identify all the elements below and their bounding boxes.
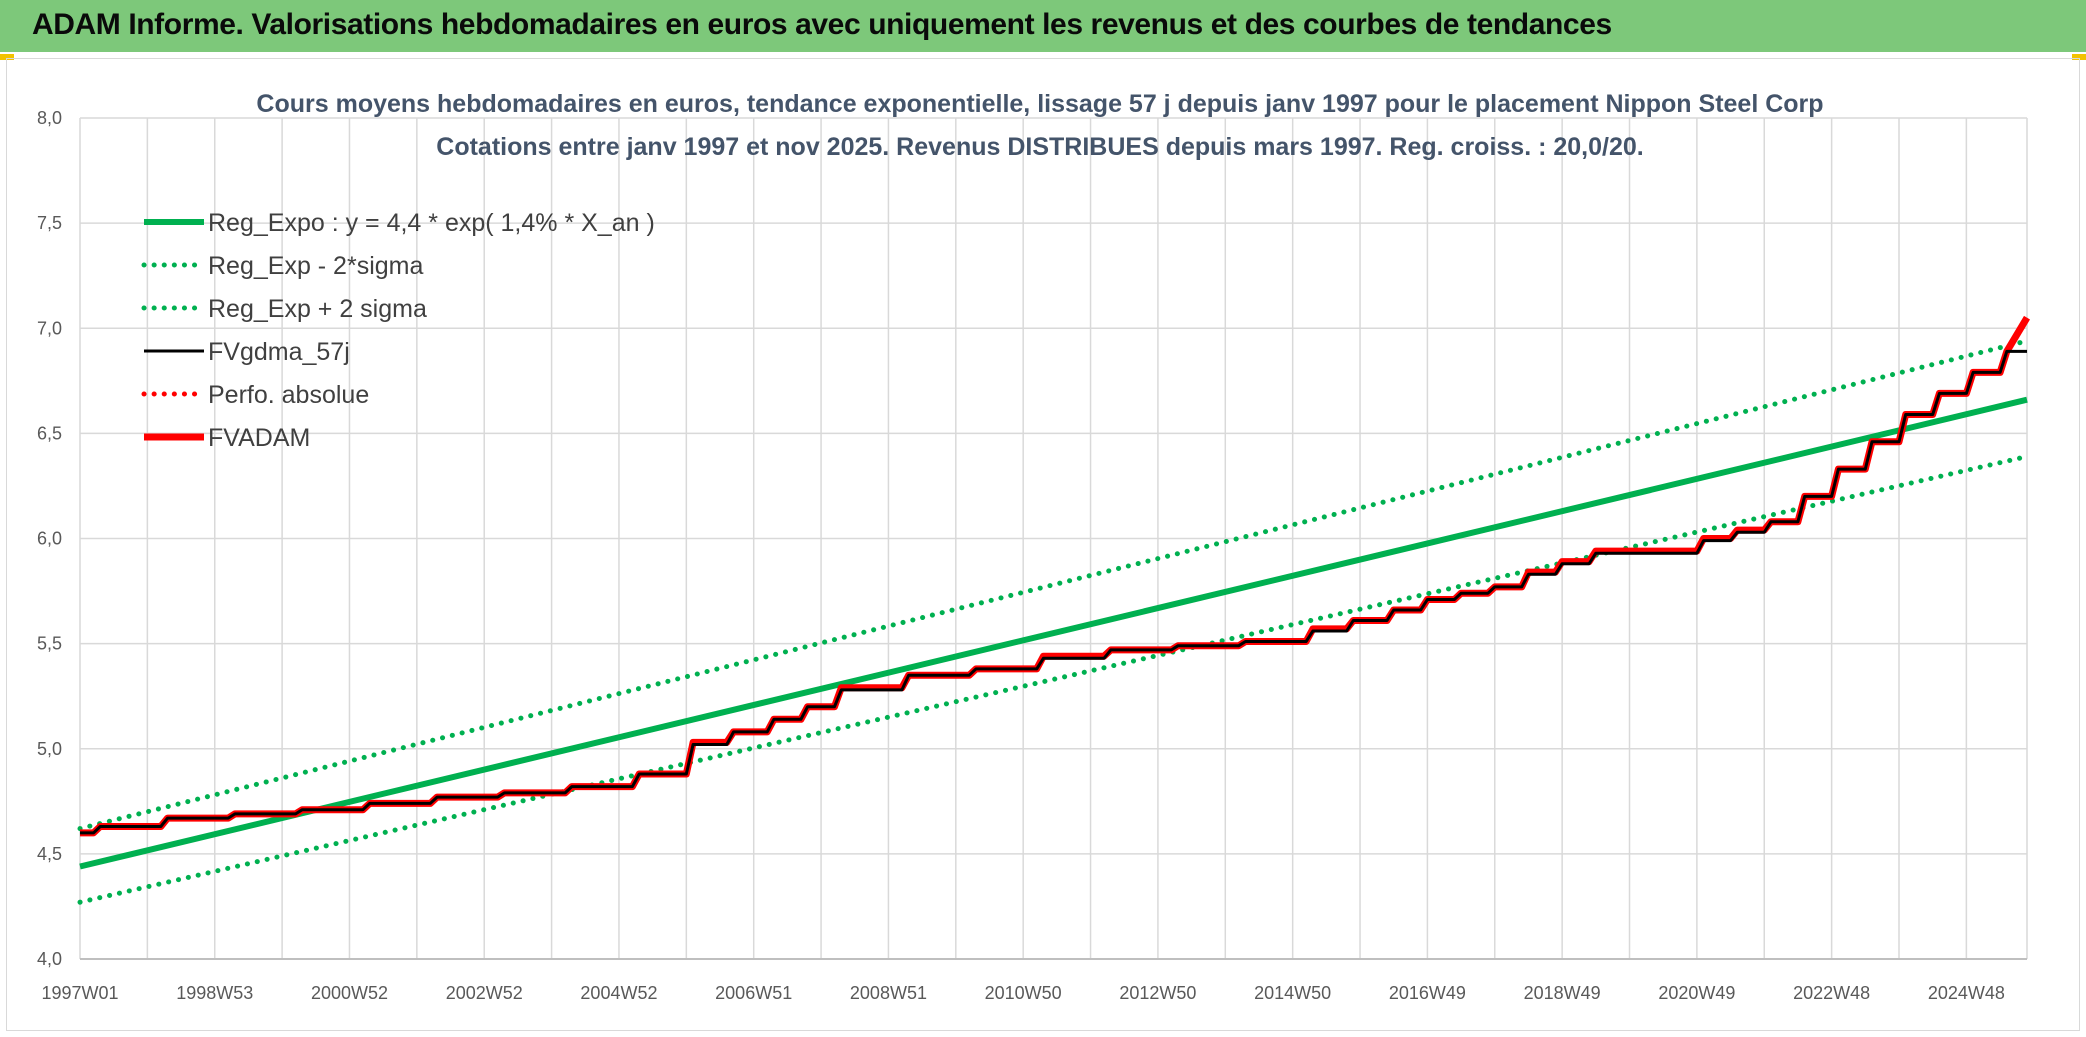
- y-tick-label: 5,5: [37, 634, 62, 654]
- y-tick-label: 8,0: [37, 108, 62, 128]
- x-tick-label: 2010W50: [985, 983, 1062, 1003]
- report-banner: ADAM Informe. Valorisations hebdomadaire…: [0, 0, 2086, 54]
- x-axis-ticks: 1997W01 1998W53 2000W52 2002W52 2004W52 2006W…: [41, 983, 2004, 1003]
- corner-mark-left: [0, 54, 14, 60]
- y-tick-label: 5,0: [37, 739, 62, 759]
- x-tick-label: 1997W01: [41, 983, 118, 1003]
- y-axis-ticks: 4,0 4,5 5,0 5,5 6,0 6,5 7,0 7,5 8,0: [37, 108, 62, 969]
- x-tick-label: 2002W52: [446, 983, 523, 1003]
- x-tick-label: 2000W52: [311, 983, 388, 1003]
- y-tick-label: 4,5: [37, 844, 62, 864]
- chart-subtitle: Cotations entre janv 1997 et nov 2025. R…: [436, 133, 1643, 161]
- x-tick-label: 2006W51: [715, 983, 792, 1003]
- series-line-3: [80, 349, 2027, 835]
- series-line-1: [77, 454, 2030, 905]
- x-tick-label: 2018W49: [1524, 983, 1601, 1003]
- y-tick-label: 6,0: [37, 529, 62, 549]
- chart-title: Cours moyens hebdomadaires en euros, ten…: [256, 90, 1823, 118]
- chart-frame: [6, 58, 2080, 1031]
- x-tick-label: 1998W53: [176, 983, 253, 1003]
- x-tick-label: 2014W50: [1254, 983, 1331, 1003]
- grid-layer: [79, 117, 2028, 960]
- series-layer: [77, 315, 2031, 905]
- legend-label: Reg_Exp - 2*sigma: [208, 252, 423, 280]
- y-tick-label: 4,0: [37, 949, 62, 969]
- legend-label: Reg_Exp + 2 sigma: [208, 295, 427, 323]
- y-tick-label: 6,5: [37, 423, 62, 443]
- legend-label: Perfo. absolue: [208, 381, 369, 409]
- x-tick-label: 2016W49: [1389, 983, 1466, 1003]
- chart-legend: Reg_Expo : y = 4,4 * exp( 1,4% * X_an ) R…: [141, 209, 655, 452]
- series-line-2: [77, 338, 2030, 832]
- legend-label: Reg_Expo : y = 4,4 * exp( 1,4% * X_an ): [208, 209, 655, 237]
- x-tick-label: 2008W51: [850, 983, 927, 1003]
- report-title: ADAM Informe. Valorisations hebdomadaire…: [32, 8, 1612, 41]
- x-tick-label: 2020W49: [1658, 983, 1735, 1003]
- x-tick-label: 2024W48: [1928, 983, 2005, 1003]
- legend-label: FVADAM: [208, 424, 310, 452]
- x-tick-label: 2012W50: [1119, 983, 1196, 1003]
- y-tick-label: 7,0: [37, 318, 62, 338]
- x-tick-label: 2022W48: [1793, 983, 1870, 1003]
- legend-label: FVgdma_57j: [208, 338, 350, 366]
- x-tick-label: 2004W52: [580, 983, 657, 1003]
- corner-mark-right: [2072, 54, 2086, 60]
- series-line-0: [79, 396, 2028, 870]
- y-tick-label: 7,5: [37, 213, 62, 233]
